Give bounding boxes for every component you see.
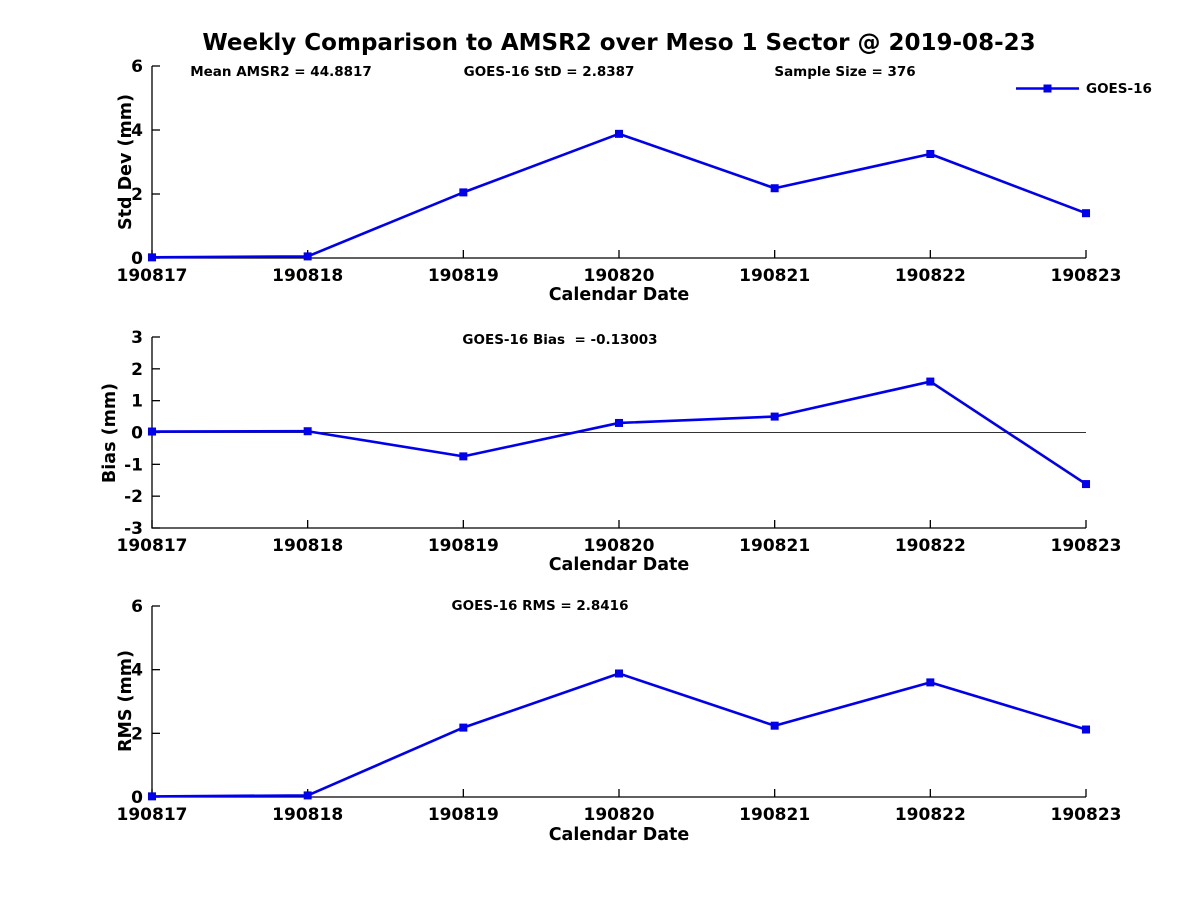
axes-frame bbox=[151, 66, 1086, 259]
legend bbox=[1016, 84, 1079, 93]
data-point-marker bbox=[303, 252, 312, 261]
y-tick-label: 0 bbox=[131, 424, 143, 444]
y-tick-label: 2 bbox=[131, 360, 143, 380]
data-point-marker bbox=[303, 427, 312, 436]
data-point-marker bbox=[1082, 209, 1090, 218]
xlabel-bias: Calendar Date bbox=[548, 555, 690, 575]
legend-label: GOES-16 bbox=[1086, 81, 1152, 97]
x-tick-label: 190822 bbox=[895, 536, 966, 556]
data-point-marker bbox=[770, 412, 779, 421]
x-tick-label: 190819 bbox=[428, 805, 499, 825]
annotation-goes16-std: GOES-16 StD = 2.8387 bbox=[463, 64, 635, 80]
data-point-marker bbox=[1082, 480, 1090, 489]
y-tick-label: 6 bbox=[131, 597, 143, 617]
data-point-marker bbox=[148, 253, 156, 262]
data-point-marker bbox=[1082, 725, 1090, 734]
series-line-goes16 bbox=[151, 672, 1087, 798]
x-tick-label: 190822 bbox=[895, 805, 966, 825]
y-tick-label: 2 bbox=[131, 724, 143, 744]
x-tick-label: 190821 bbox=[739, 266, 810, 286]
x-tick-label: 190818 bbox=[272, 536, 343, 556]
y-tick-label: -3 bbox=[124, 519, 143, 539]
x-tick-label: 190817 bbox=[117, 536, 188, 556]
data-point-marker bbox=[770, 721, 779, 730]
data-point-marker bbox=[459, 723, 468, 732]
ylabel-std-dev: Std Dev (mm) bbox=[116, 94, 136, 230]
x-tick-label: 190823 bbox=[1051, 536, 1122, 556]
annotation-goes16-rms: GOES-16 RMS = 2.8416 bbox=[451, 598, 629, 614]
ylabel-rms: RMS (mm) bbox=[116, 649, 136, 753]
data-point-marker bbox=[459, 452, 468, 461]
data-point-marker bbox=[615, 129, 623, 138]
x-tick-label: 190817 bbox=[117, 805, 188, 825]
y-tick-label: 4 bbox=[131, 121, 143, 141]
data-point-marker bbox=[615, 669, 623, 678]
annotation-sample-size: Sample Size = 376 bbox=[774, 64, 916, 80]
y-tick-label: -1 bbox=[124, 455, 143, 475]
axes-frame bbox=[151, 606, 1086, 798]
xlabel-std-dev: Calendar Date bbox=[548, 285, 690, 305]
data-point-marker bbox=[926, 678, 935, 687]
x-tick-label: 190821 bbox=[739, 805, 810, 825]
y-tick-label: 0 bbox=[131, 249, 143, 269]
x-tick-label: 190818 bbox=[272, 266, 343, 286]
figure-title: Weekly Comparison to AMSR2 over Meso 1 S… bbox=[202, 30, 1036, 56]
y-tick-label: 2 bbox=[131, 185, 143, 205]
data-point-marker bbox=[926, 377, 935, 386]
x-tick-label: 190823 bbox=[1051, 266, 1122, 286]
x-tick-label: 190819 bbox=[428, 536, 499, 556]
x-tick-label: 190822 bbox=[895, 266, 966, 286]
y-tick-label: 4 bbox=[131, 661, 143, 681]
x-tick-label: 190818 bbox=[272, 805, 343, 825]
data-point-marker bbox=[459, 188, 468, 197]
y-tick-label: -2 bbox=[124, 487, 143, 507]
data-point-marker bbox=[926, 150, 935, 158]
y-tick-label: 1 bbox=[131, 392, 143, 412]
data-point-marker bbox=[148, 427, 156, 436]
x-tick-label: 190820 bbox=[584, 536, 655, 556]
annotation-goes16-bias: GOES-16 Bias = -0.13003 bbox=[462, 332, 658, 348]
x-tick-label: 190819 bbox=[428, 266, 499, 286]
ylabel-bias: Bias (mm) bbox=[100, 382, 120, 484]
x-tick-label: 190823 bbox=[1051, 805, 1122, 825]
data-point-marker bbox=[615, 418, 623, 427]
x-tick-label: 190817 bbox=[117, 266, 188, 286]
series-line-goes16 bbox=[151, 132, 1087, 259]
data-point-marker bbox=[303, 791, 312, 800]
x-tick-label: 190820 bbox=[584, 805, 655, 825]
legend-marker-sample bbox=[1043, 84, 1052, 93]
y-tick-label: 0 bbox=[131, 788, 143, 808]
annotation-mean-amsr2: Mean AMSR2 = 44.8817 bbox=[190, 64, 372, 80]
x-tick-label: 190821 bbox=[739, 536, 810, 556]
x-tick-label: 190820 bbox=[584, 266, 655, 286]
xlabel-rms: Calendar Date bbox=[548, 825, 690, 845]
data-point-marker bbox=[770, 184, 779, 193]
data-point-marker bbox=[148, 792, 156, 801]
y-tick-label: 3 bbox=[131, 328, 143, 348]
y-tick-label: 6 bbox=[131, 57, 143, 77]
